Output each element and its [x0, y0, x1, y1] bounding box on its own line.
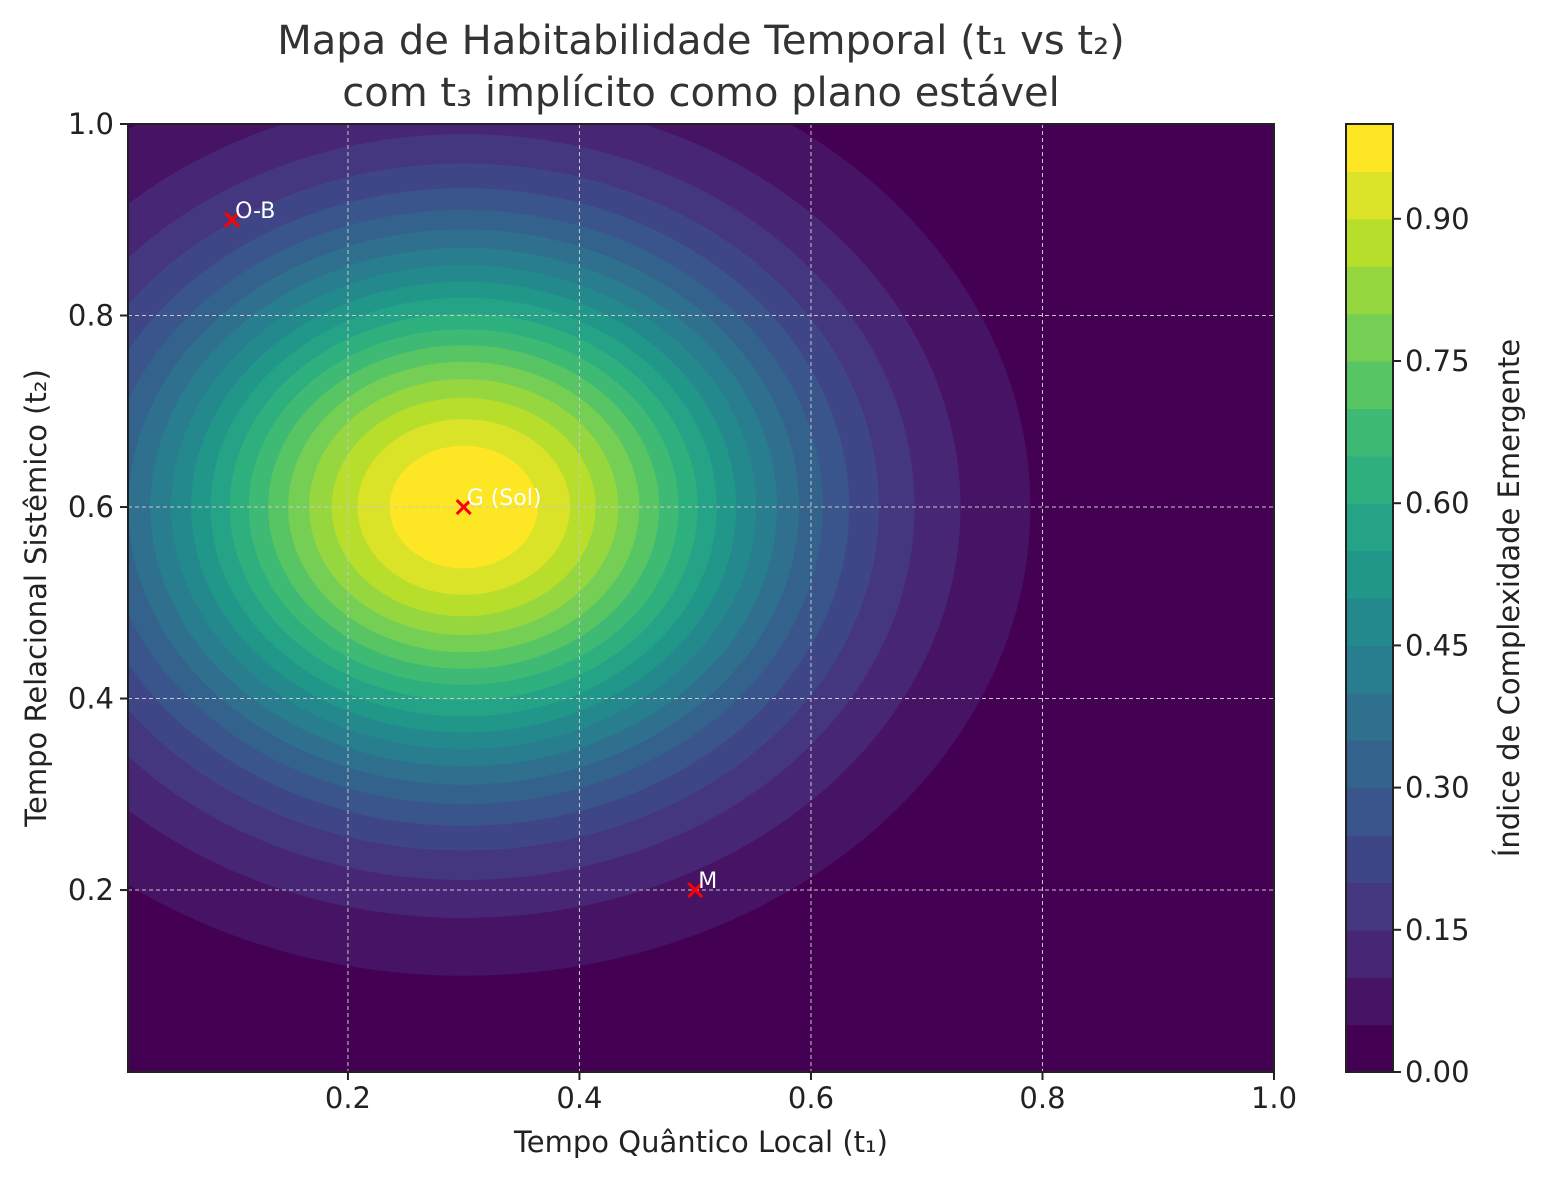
colorbar-band: [1346, 835, 1393, 883]
x-tick-label: 0.6: [788, 1081, 834, 1115]
data-point-marker: [455, 498, 472, 516]
colorbar-band: [1346, 266, 1393, 315]
colorbar-band: [1346, 408, 1393, 457]
colorbar-band: [1346, 171, 1393, 220]
colorbar-tick-label: 0.15: [1405, 913, 1470, 947]
colorbar-tick-label: 0.30: [1405, 771, 1470, 805]
colorbar-tick-label: 0.45: [1405, 628, 1470, 662]
colorbar-band: [1346, 313, 1393, 362]
colorbar: [1346, 124, 1393, 1073]
colorbar-band: [1346, 787, 1393, 836]
colorbar-band: [1346, 692, 1393, 741]
colorbar-band: [1346, 455, 1393, 504]
colorbar-ticks: 0.00 0.15 0.30 0.45 0.60 0.75 0.90: [1393, 202, 1470, 1089]
colorbar-band: [1346, 645, 1393, 694]
y-tick-label: 1.0: [68, 107, 114, 141]
axis-ticks: 0.2 0.4 0.6 0.8 1.0 0.2 0.4 0.6 0.8 1.0: [68, 107, 1297, 1115]
colorbar-label: Índice de Complexidade Emergente: [1492, 339, 1526, 857]
data-point-label: G (Sol): [467, 486, 542, 511]
colorbar-band: [1346, 218, 1393, 267]
y-tick-label: 0.4: [68, 682, 114, 716]
data-point-label: M: [698, 869, 717, 894]
y-axis-label: Tempo Relacional Sistêmico (t₂): [19, 369, 53, 828]
annotated-points: O-B G (Sol) M: [224, 199, 717, 899]
colorbar-band: [1346, 740, 1393, 789]
colorbar-tick-label: 0.90: [1405, 202, 1470, 236]
colorbar-band: [1346, 503, 1393, 552]
x-tick-label: 0.8: [1019, 1081, 1065, 1115]
colorbar-band: [1346, 361, 1393, 409]
plot-area-frame: [127, 123, 1275, 1073]
x-tick-label: 1.0: [1251, 1081, 1297, 1115]
chart-title-line1: Mapa de Habitabilidade Temporal (t₁ vs t…: [277, 18, 1124, 64]
colorbar-band: [1346, 550, 1393, 599]
data-point-marker: [687, 881, 704, 899]
y-tick-label: 0.8: [68, 299, 114, 333]
y-tick-label: 0.6: [68, 490, 114, 524]
colorbar-band: [1346, 882, 1393, 931]
contour-fill-layer: [128, 124, 1274, 1072]
colorbar-tick-label: 0.60: [1405, 486, 1470, 520]
x-axis-label: Tempo Quântico Local (t₁): [513, 1125, 888, 1159]
y-tick-label: 0.2: [68, 873, 114, 907]
data-point-marker: [224, 211, 241, 228]
x-tick-label: 0.4: [556, 1081, 602, 1115]
colorbar-tick-label: 0.75: [1405, 344, 1470, 378]
colorbar-band: [1346, 1024, 1393, 1073]
chart-title-line2: com t₃ implícito como plano estável: [342, 70, 1059, 116]
colorbar-band: [1346, 977, 1393, 1026]
data-point-label: O-B: [235, 199, 275, 224]
colorbar-frame: [1345, 123, 1394, 1073]
colorbar-band: [1346, 598, 1393, 646]
colorbar-band: [1346, 124, 1393, 172]
colorbar-band: [1346, 929, 1393, 978]
x-tick-label: 0.2: [325, 1081, 371, 1115]
colorbar-tick-label: 0.00: [1405, 1055, 1470, 1089]
